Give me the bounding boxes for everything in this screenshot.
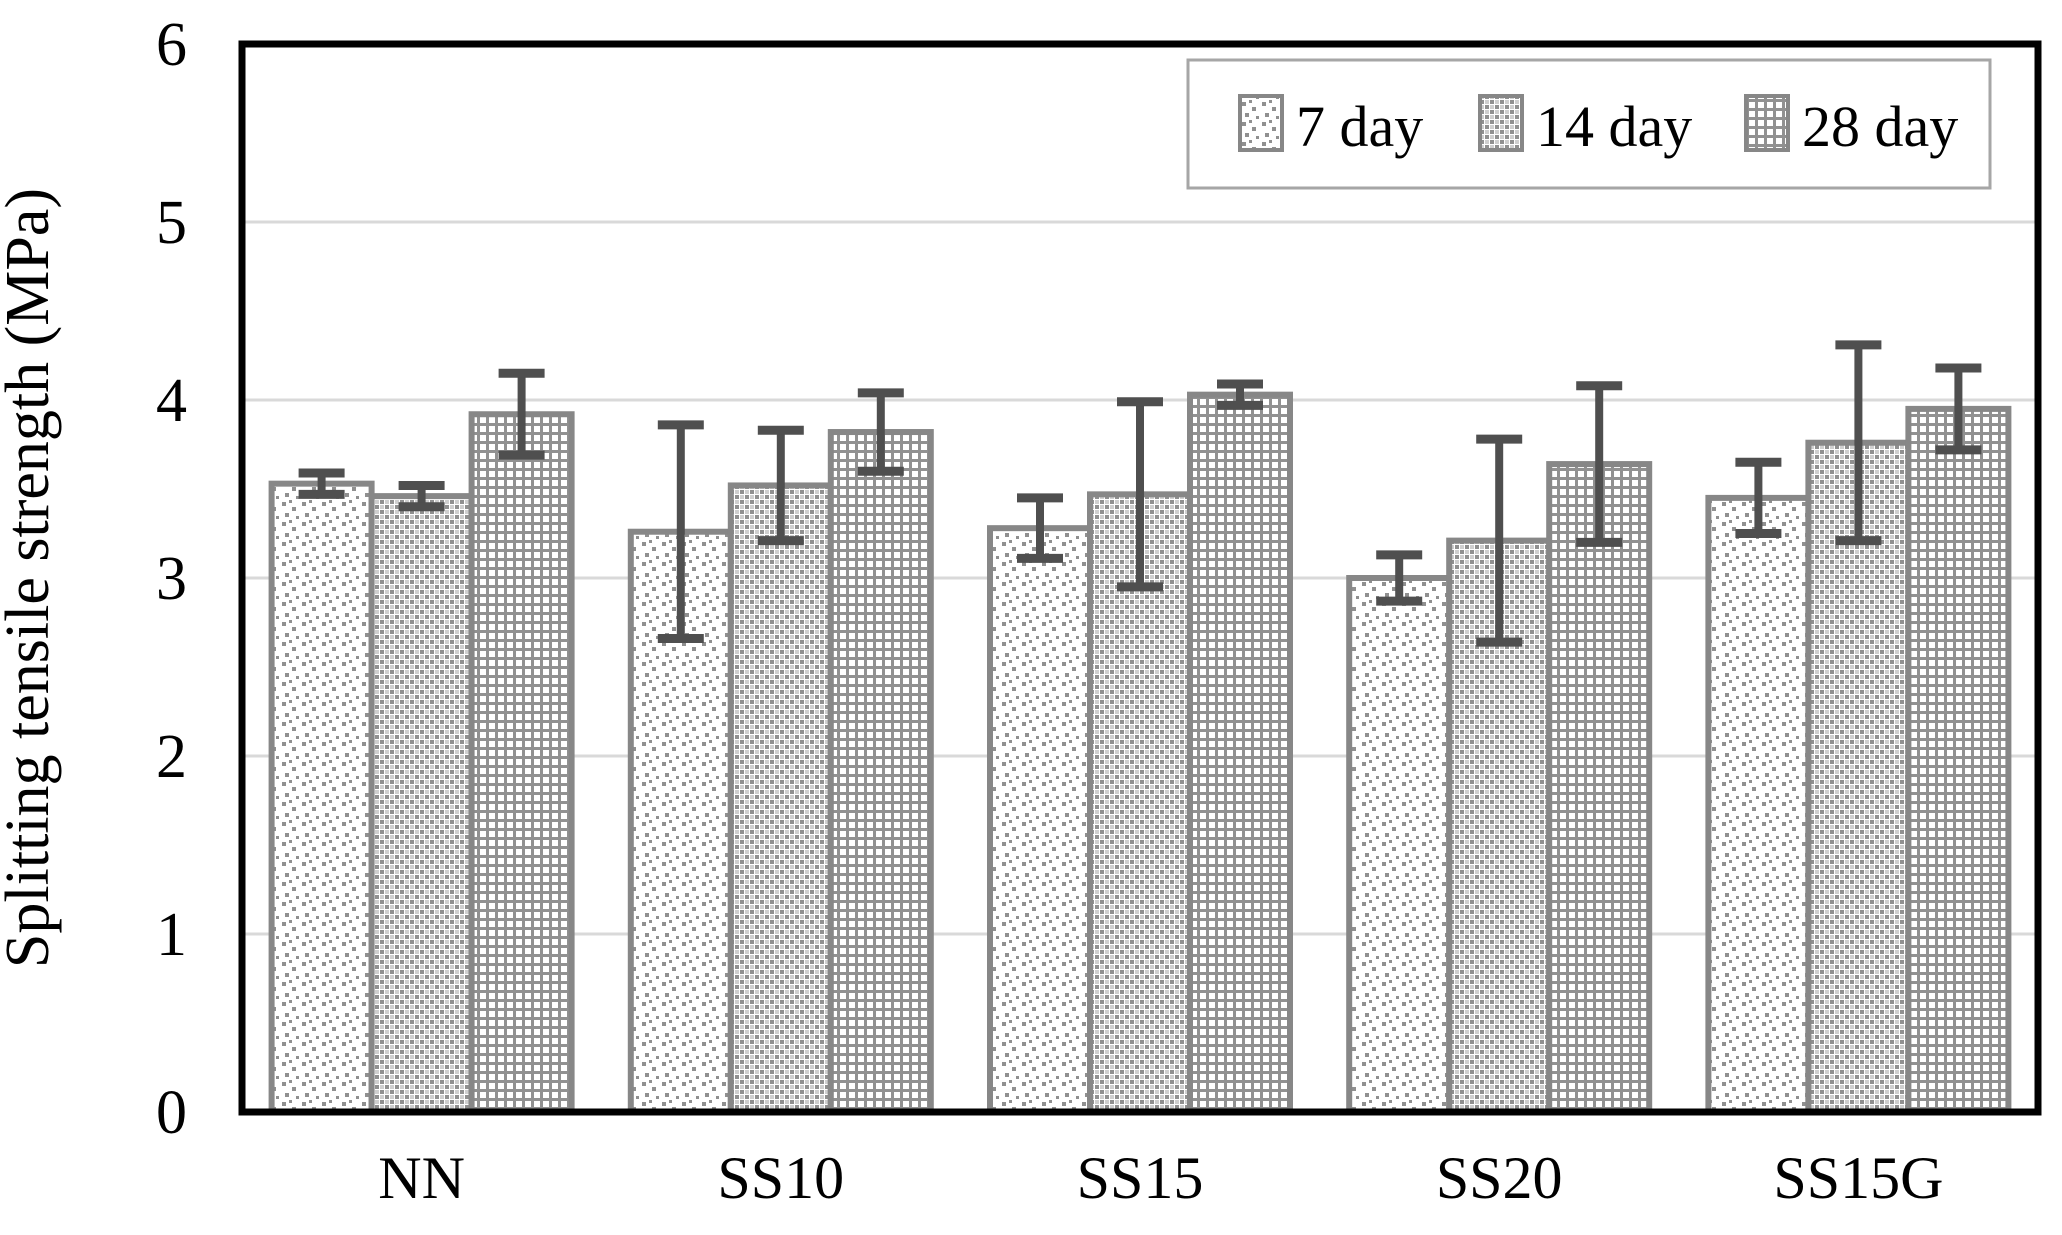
legend-label-28-day: 28 day [1802,94,1958,159]
bar-SS10-14-day [727,482,834,1115]
y-axis-tick-labels: 0 1 2 3 4 5 6 [156,11,187,1147]
y-tick-label-5: 5 [156,189,187,257]
legend-label-7-day: 7 day [1296,94,1423,159]
x-label-SS20: SS20 [1436,1145,1563,1211]
x-label-SS10: SS10 [717,1145,844,1211]
x-axis-category-labels: NN SS10 SS15 SS20 SS15G [378,1145,1943,1211]
y-tick-label-2: 2 [156,723,187,791]
legend: 7 day 14 day 28 day [1186,58,1992,190]
plot-frame [238,40,2042,1116]
bar-SS15-7-day [987,525,1093,1115]
x-label-NN: NN [378,1145,465,1211]
x-label-SS15G: SS15G [1773,1145,1943,1211]
y-tick-label-6: 6 [156,11,187,79]
bar-SS10-28-day [827,429,934,1116]
bar-SS15-28-day [1187,391,1293,1116]
legend-swatch-14-day [1478,94,1524,152]
y-tick-label-3: 3 [156,545,187,613]
legend-swatch-28-day [1744,94,1790,152]
legend-swatch-7-day [1238,94,1284,152]
bar-NN-7-day [268,480,375,1116]
bar-SS15G-28-day [1905,405,2012,1115]
y-tick-label-0: 0 [156,1079,187,1147]
error-bars-group [298,340,1982,647]
bars-group [268,391,2012,1116]
y-tick-label-4: 4 [156,367,187,435]
bar-SS15G-7-day [1705,494,1812,1115]
bar-NN-14-day [368,493,475,1115]
bar-SS20-7-day [1346,575,1453,1115]
legend-box [1186,58,1992,190]
legend-label-14-day: 14 day [1536,94,1692,159]
y-axis-title: Splitting tensile strength (MPa) [0,188,62,968]
y-tick-label-1: 1 [156,901,187,969]
bar-SS20-28-day [1546,461,1653,1115]
x-label-SS15: SS15 [1077,1145,1204,1211]
bar-NN-28-day [468,411,575,1115]
